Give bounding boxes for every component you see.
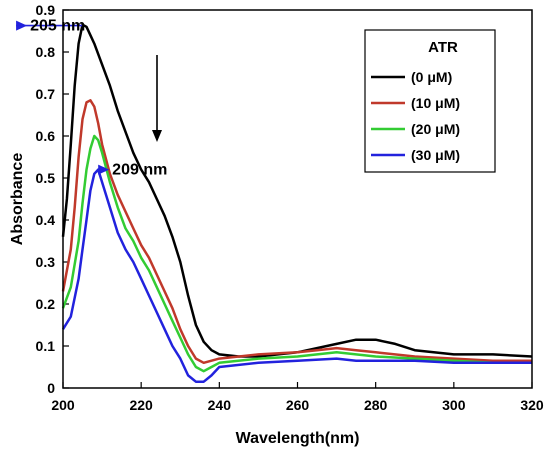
annotation-label: 205 nm xyxy=(30,18,85,35)
series-line-1 xyxy=(61,99,532,365)
x-tick-label: 260 xyxy=(286,397,310,413)
y-tick-label: 0.1 xyxy=(36,338,56,354)
legend-entry-label: (10 μM) xyxy=(411,95,460,111)
legend-items: (0 μM) (10 μM) (20 μM) (30 μM) xyxy=(371,69,460,163)
legend-entry-label: (0 μM) xyxy=(411,69,452,85)
plot-frame xyxy=(62,9,533,389)
x-tick-label: 300 xyxy=(442,397,466,413)
y-axis-label: Absorbance xyxy=(9,153,26,246)
x-tick-label: 320 xyxy=(520,397,544,413)
x-axis-label: Wavelength(nm) xyxy=(236,430,360,447)
legend-title: ATR xyxy=(428,39,458,56)
legend-entry-label: (20 μM) xyxy=(411,121,460,137)
legend: ATR (0 μM) (10 μM) (20 μM) (30 μM) xyxy=(364,29,496,173)
decrease-arrow-head xyxy=(152,130,162,142)
y-tick-label: 0.7 xyxy=(36,86,56,102)
annotations: 205 nm 209 nm xyxy=(16,18,167,179)
series-lines xyxy=(61,23,533,383)
annotation-arrow-head xyxy=(16,20,28,31)
x-tick-label: 200 xyxy=(51,397,75,413)
series-line-3 xyxy=(61,168,532,383)
x-tick-label: 240 xyxy=(208,397,232,413)
series-line-2 xyxy=(61,134,532,373)
y-tick-label: 0.3 xyxy=(36,254,56,270)
x-tick-label: 280 xyxy=(364,397,388,413)
legend-entry-label: (30 μM) xyxy=(411,147,460,163)
y-tick-label: 0.6 xyxy=(36,128,56,144)
series-line-0 xyxy=(61,23,533,358)
annotation-arrow-head xyxy=(98,164,110,175)
x-tick-label: 220 xyxy=(129,397,153,413)
y-tick-label: 0.2 xyxy=(36,296,56,312)
y-tick-label: 0.9 xyxy=(36,2,56,18)
annotation-label: 209 nm xyxy=(112,162,167,179)
legend-box xyxy=(364,29,496,173)
y-tick-label: 0.8 xyxy=(36,44,56,60)
y-tick-label: 0.5 xyxy=(36,170,56,186)
y-tick-label: 0 xyxy=(47,380,55,396)
y-tick-label: 0.4 xyxy=(36,212,56,228)
